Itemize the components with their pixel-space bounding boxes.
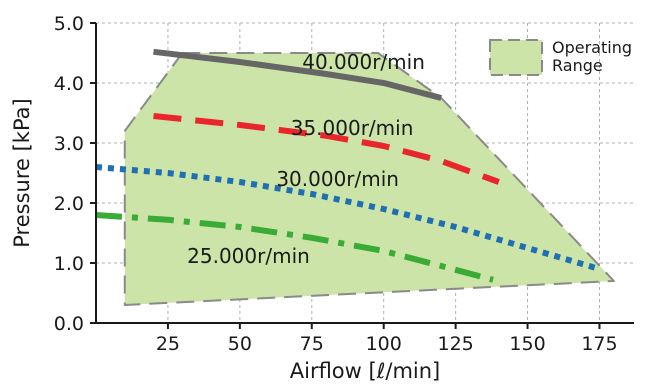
- x-tick-label: 150: [509, 333, 545, 355]
- y-tick-label: 1.0: [54, 253, 84, 275]
- x-tick-label: 25: [156, 333, 180, 355]
- x-tick-label: 50: [228, 333, 252, 355]
- operating-range-polygon: [123, 52, 615, 306]
- x-tick-label: 75: [300, 333, 324, 355]
- series-label-0: 40.000r/min: [302, 50, 425, 74]
- y-tick-label: 5.0: [54, 13, 84, 35]
- series-line-0: [153, 48, 442, 101]
- x-tick-label: 175: [581, 333, 617, 355]
- legend-label-line-1: Range: [552, 56, 603, 75]
- y-tick-label: 3.0: [54, 133, 84, 155]
- y-axis-label: Pressure [kPa]: [10, 98, 34, 247]
- series-label-3: 25.000r/min: [187, 244, 310, 268]
- tick-labels: 25 50 75 100 125 150 175 0.0 1.0 2.0 3.0 4.0 5.0: [54, 13, 618, 355]
- operating-range-area: [123, 52, 615, 306]
- series-line-3: [95, 212, 494, 283]
- series-label-1: 35.000r/min: [291, 116, 414, 140]
- y-tick-label: 2.0: [54, 193, 84, 215]
- legend-label-line-0: Operating: [552, 38, 632, 57]
- x-tick-label: 100: [366, 333, 402, 355]
- x-tick-label: 125: [437, 333, 473, 355]
- y-tick-label: 0.0: [54, 313, 84, 335]
- axes: [90, 22, 634, 329]
- series-line-1: [153, 113, 500, 185]
- series-lines: [95, 48, 601, 283]
- series-line-2: [95, 164, 601, 272]
- legend-swatch: [489, 39, 543, 76]
- x-axis-label: Airflow [ℓ/min]: [290, 359, 441, 383]
- series-label-2: 30.000r/min: [276, 167, 399, 191]
- series-labels: 40.000r/min 35.000r/min 30.000r/min 25.000r…: [187, 50, 425, 268]
- y-tick-label: 4.0: [54, 73, 84, 95]
